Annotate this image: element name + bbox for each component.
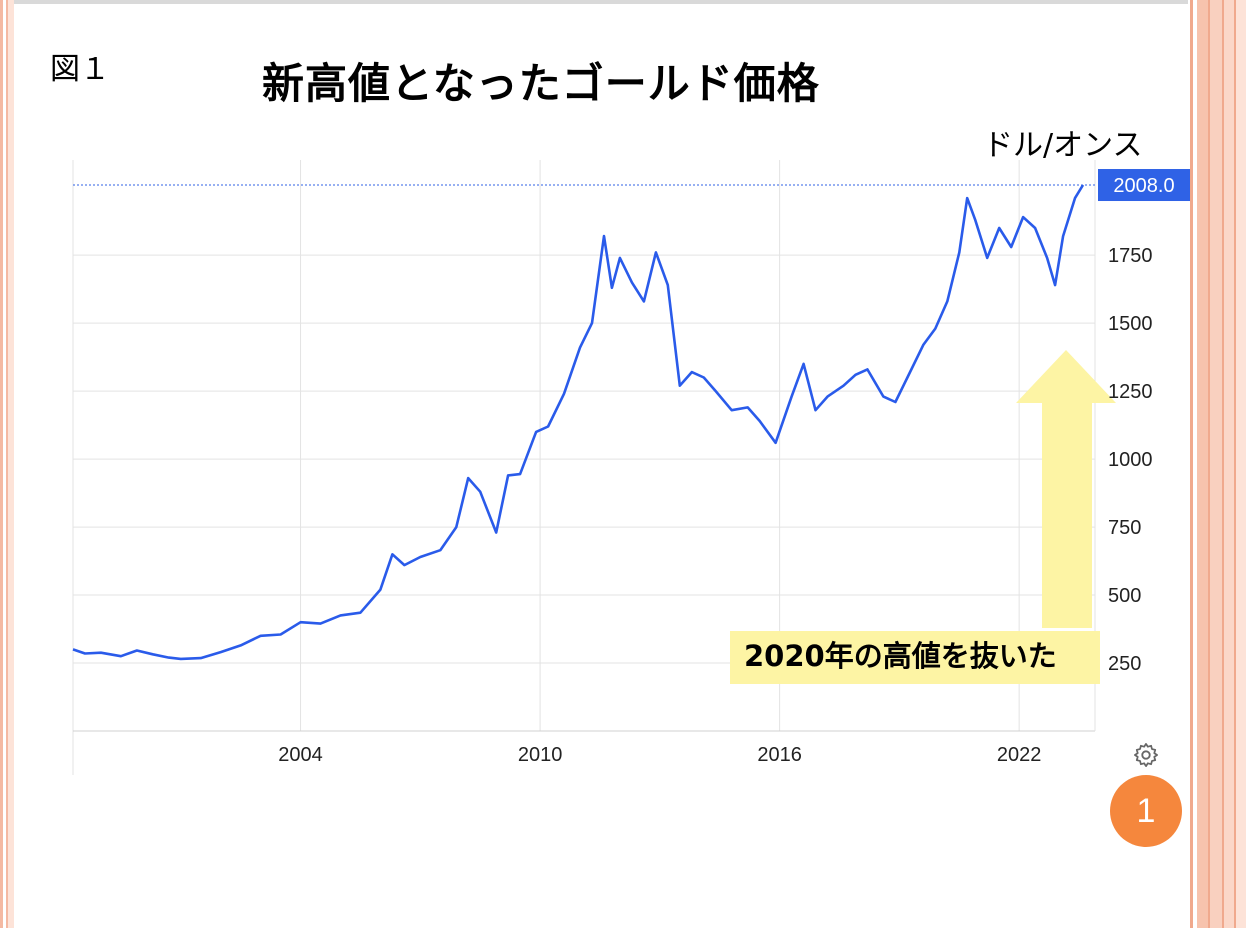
up-arrow-shape: [1016, 350, 1116, 628]
series-line-gold-price: [72, 184, 1085, 661]
y-tick-label: 1000: [1108, 449, 1153, 471]
x-tick-label: 2022: [997, 744, 1042, 766]
annotation-arrow: [1016, 350, 1116, 628]
current-value-marker: 2008.0: [73, 169, 1190, 202]
gear-icon[interactable]: [1132, 741, 1160, 769]
current-value-text: 2008.0: [1113, 175, 1174, 197]
y-tick-label: 1250: [1108, 381, 1153, 403]
annotation-label: 2020年の高値を抜いた: [730, 631, 1100, 684]
y-tick-label: 1750: [1108, 245, 1153, 267]
y-tick-label: 500: [1108, 585, 1141, 607]
y-tick-label: 250: [1108, 653, 1141, 675]
x-tick-labels: 2004 2010 2016 2022: [278, 744, 1041, 766]
current-value-tag: [1098, 169, 1190, 202]
x-tick-label: 2016: [757, 744, 802, 766]
y-axis-unit-label: ドル/オンス: [983, 128, 1143, 163]
slide-top-border: [0, 0, 1246, 4]
figure-label: 図１: [50, 52, 110, 87]
x-tick-label: 2010: [518, 744, 563, 766]
x-tick-label: 2004: [278, 744, 323, 766]
slide-right-border: [1188, 0, 1246, 928]
y-tick-label: 1500: [1108, 313, 1153, 335]
page-badge: 1: [1110, 775, 1182, 847]
y-tick-labels: 250 500 750 1000 1250 1500 1750: [1108, 245, 1153, 675]
chart-title: 新高値となったゴールド価格: [262, 59, 820, 108]
y-tick-label: 750: [1108, 517, 1141, 539]
slide-left-border: [0, 0, 14, 928]
